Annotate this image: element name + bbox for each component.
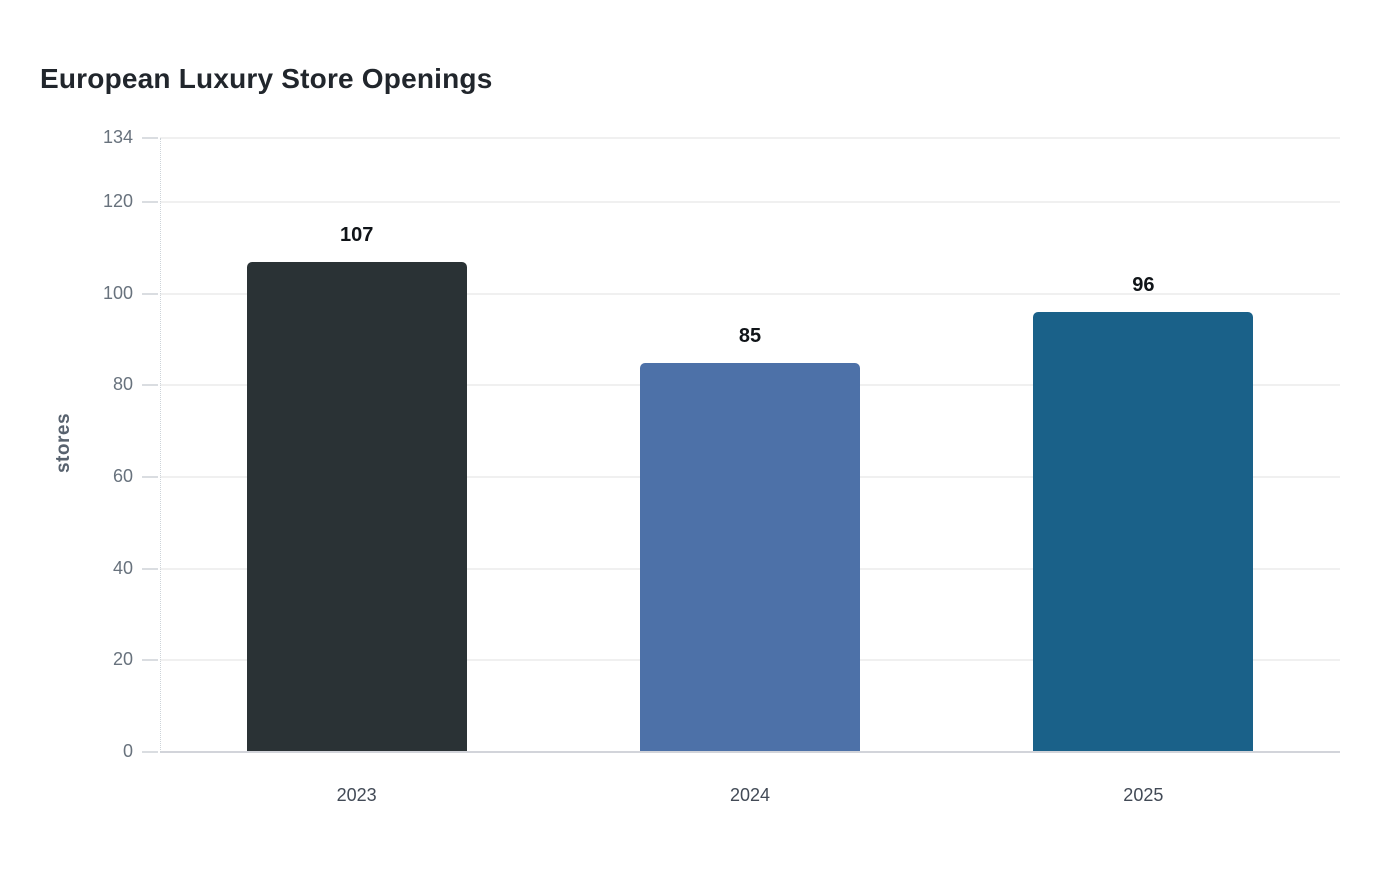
y-tick-label: 20 (112, 649, 133, 670)
y-tick-mark (142, 201, 158, 204)
y-tick-label: 134 (102, 127, 133, 148)
y-tick-mark (142, 659, 158, 662)
chart-title: European Luxury Store Openings (40, 63, 493, 94)
gridline (160, 292, 1340, 295)
bar-value-label: 96 (1132, 274, 1155, 297)
y-tick-mark (142, 751, 158, 753)
x-tick-label: 2024 (729, 785, 771, 805)
y-tick-mark (142, 567, 158, 570)
gridline (160, 137, 1340, 139)
y-axis-line (160, 138, 161, 752)
y-tick-mark (142, 292, 158, 295)
y-tick-mark (142, 137, 158, 139)
y-tick-label: 120 (102, 191, 133, 212)
x-tick-label: 2025 (1123, 785, 1164, 805)
y-tick-label: 60 (112, 466, 133, 487)
y-tick-mark (142, 476, 158, 479)
gridline (160, 201, 1340, 204)
x-tick-label: 2023 (336, 785, 377, 805)
bar-2024 (640, 362, 860, 751)
y-tick-label: 40 (112, 557, 133, 578)
x-axis-line (160, 751, 1340, 753)
y-tick-label: 0 (122, 741, 133, 762)
y-tick-label: 100 (102, 282, 133, 303)
y-tick-mark (142, 384, 158, 387)
bar-2025 (1033, 312, 1254, 751)
bar-value-label: 107 (339, 223, 374, 246)
bar-value-label: 85 (738, 324, 762, 347)
y-axis-title: stores (53, 412, 74, 474)
bar-2023 (246, 261, 467, 751)
y-tick-label: 80 (112, 374, 133, 395)
